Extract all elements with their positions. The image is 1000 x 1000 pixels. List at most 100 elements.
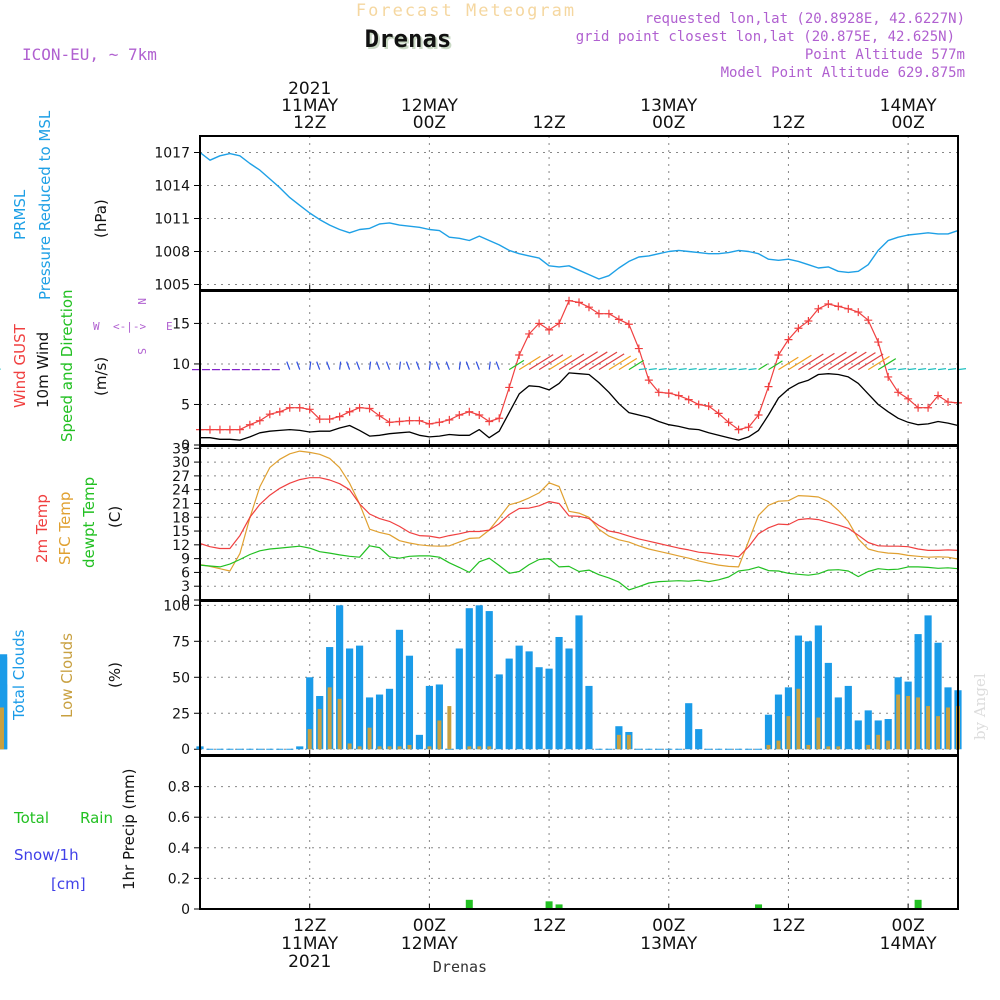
pressure-panel-labels: PRMSL Pressure Reduced to MSL (hPa) (11, 110, 110, 300)
temp2m-line (199, 477, 959, 558)
low-cloud-bar (886, 740, 891, 750)
total-cloud-bar (385, 688, 394, 750)
temp-ytick-label: 9 (181, 552, 190, 568)
precip-border (199, 755, 959, 910)
gust-marker (614, 315, 623, 324)
wind-direction-arrow (598, 353, 625, 371)
low-cloud-bar (467, 746, 472, 750)
gust-marker (285, 403, 294, 412)
total-cloud-bar (685, 703, 693, 750)
gust-marker (275, 407, 284, 416)
low-cloud-bar (796, 688, 801, 750)
model-label: ICON-EU, ~ 7km (22, 45, 157, 64)
low-cloud-bar (397, 746, 402, 750)
low-cloud-bar (487, 746, 492, 750)
precip-ytick-label: 0.6 (168, 810, 190, 826)
wind-direction-arrow (708, 368, 717, 371)
credit-label: by Angel (971, 673, 989, 740)
clouds-panel: 0 25 50 75 100 (0, 598, 962, 758)
temp-ytick-label: 30 (172, 455, 190, 471)
total-cloud-bar (934, 642, 942, 750)
gust-marker (934, 391, 943, 400)
compass-arrows-icon: <-|-> (113, 320, 146, 333)
total-cloud-bar (814, 625, 822, 750)
precip-label-unit: 1hr Precip (mm) (120, 769, 138, 890)
total-cloud-bar (485, 611, 493, 750)
footer-location: Drenas (433, 958, 487, 976)
gust-marker (744, 423, 753, 432)
temp-ytick-label: 27 (172, 469, 190, 485)
pressure-panel: 1005 1008 1011 1014 1017 (154, 136, 959, 294)
compass-n: N (135, 298, 148, 305)
total-cloud-bar (336, 605, 344, 750)
low-cloud-bar (0, 707, 4, 750)
total-cloud-bar (405, 655, 414, 750)
bottom-date-label: 14MAY (880, 934, 938, 954)
total-cloud-bar (475, 605, 483, 750)
low-cloud-bar (337, 698, 342, 750)
bottom-hour-label: 12Z (772, 916, 805, 936)
precip-label-cm: [cm] (51, 875, 86, 893)
low-cloud-bar (896, 694, 901, 750)
wind-direction-arrow (316, 361, 321, 370)
wind-direction-arrow (908, 368, 917, 371)
wind-direction-arrow (368, 361, 372, 370)
gust-marker (455, 411, 464, 420)
temp-ytick-label: 12 (172, 538, 190, 554)
precip-ytick-label: 0.8 (168, 780, 190, 796)
temp-label-unit: (C) (106, 506, 124, 528)
gust-marker (634, 344, 643, 353)
gust-marker (594, 309, 603, 318)
temp-panel-labels: 2m Temp SFC Temp dewpt Temp (C) (33, 477, 124, 568)
total-cloud-bar (555, 636, 563, 750)
wind-direction-arrow (728, 368, 737, 371)
wind-direction-arrow (475, 361, 480, 370)
gust-marker (355, 403, 364, 412)
rain-bar (465, 899, 473, 909)
gust-marker (315, 415, 324, 424)
wind-direction-arrow (309, 361, 312, 370)
gust-marker (864, 316, 873, 325)
bottom-hour-label: 00Z (891, 916, 924, 936)
wind-direction-arrow (668, 368, 677, 371)
gust-marker (714, 409, 723, 418)
pressure-label-unit: (hPa) (92, 199, 110, 238)
rain-bar (755, 904, 763, 909)
gust-marker (415, 416, 424, 425)
wind-direction-arrow (588, 351, 618, 371)
cloud-label-unit: (%) (106, 662, 124, 688)
total-cloud-bar (455, 648, 463, 750)
cloud-label-low: Low Clouds (58, 633, 76, 718)
wind-direction-arrow (495, 361, 500, 370)
total-cloud-bar (585, 685, 593, 750)
cloud-label-total: Total Clouds (10, 629, 28, 721)
precip-label-total: Total (13, 809, 49, 827)
bottom-date-label: 13MAY (640, 934, 698, 954)
gust-marker (774, 351, 783, 360)
gust-marker (485, 417, 494, 426)
wind-direction-arrow (698, 368, 707, 371)
wind-direction-arrow (648, 368, 657, 371)
wind-direction-arrow (768, 360, 783, 371)
wind-direction-arrow (405, 361, 411, 370)
precip-label-rain: Rain (80, 809, 113, 827)
point-altitude: Point Altitude 577m (805, 47, 965, 63)
total-cloud-bar (535, 667, 543, 750)
precip-ytick-label: 0 (181, 902, 190, 918)
pressure-ytick-label: 1011 (154, 212, 190, 228)
gust-marker (844, 304, 853, 313)
wind-direction-arrow (937, 368, 947, 371)
gust-marker (804, 316, 813, 325)
wind-ytick-label: 0 (181, 438, 190, 454)
wind-direction-arrow (428, 361, 431, 370)
compass-e: E (166, 320, 173, 333)
pressure-ytick-label: 1017 (154, 146, 190, 162)
low-cloud-bar (357, 746, 362, 750)
wind-direction-arrow (538, 354, 564, 371)
gust-marker (245, 420, 254, 429)
low-cloud-bar (866, 744, 871, 750)
wind-direction-arrow (857, 353, 884, 371)
gust-marker (505, 383, 514, 392)
temp-ytick-label: 33 (172, 441, 190, 457)
temp-ytick-label: 18 (172, 510, 190, 526)
